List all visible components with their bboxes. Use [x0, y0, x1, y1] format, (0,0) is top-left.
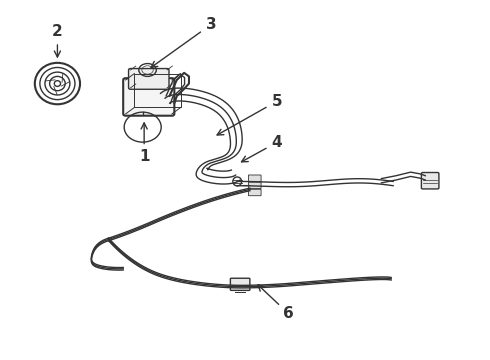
Text: 1: 1	[139, 123, 149, 164]
Text: 5: 5	[217, 94, 282, 135]
FancyBboxPatch shape	[248, 182, 261, 189]
FancyBboxPatch shape	[421, 172, 439, 189]
Text: 2: 2	[52, 24, 63, 57]
FancyBboxPatch shape	[248, 175, 261, 181]
Text: 6: 6	[258, 285, 294, 321]
FancyBboxPatch shape	[248, 189, 261, 196]
Text: 4: 4	[242, 135, 282, 162]
FancyBboxPatch shape	[230, 278, 250, 291]
Text: 3: 3	[151, 17, 216, 67]
FancyBboxPatch shape	[123, 78, 174, 116]
FancyBboxPatch shape	[128, 68, 169, 89]
